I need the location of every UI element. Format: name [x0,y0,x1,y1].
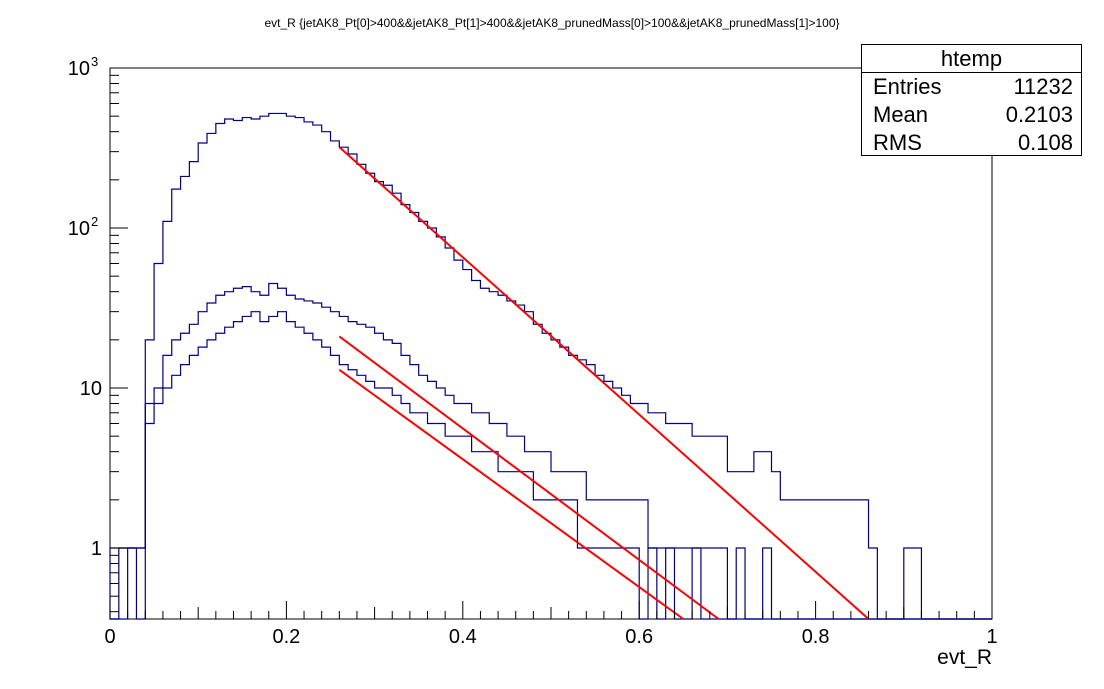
x-tick-label: 0.4 [449,626,477,648]
stats-label: Entries [873,74,942,99]
y-tick-label-exponent: 2 [91,214,98,229]
series-layer [109,112,992,620]
stats-value: 11232 [1013,74,1073,99]
x-tick-label: 0 [104,626,115,648]
chart-title: evt_R {jetAK8_Pt[0]>400&&jetAK8_Pt[1]>40… [264,16,839,30]
fit-line-5 [338,368,684,620]
stats-value: 0.108 [1017,130,1073,155]
histogram-series-0 [109,112,992,620]
stats-row-rms: RMS 0.108 [862,129,1081,157]
stats-row-entries: Entries 11232 [862,73,1081,101]
stats-title: htemp [862,45,1081,73]
stats-label: Mean [873,102,929,127]
y-tick-label: 10 [68,218,90,240]
stats-label: RMS [873,130,922,155]
plot-frame [109,67,993,620]
y-tick-label: 10 [68,58,90,80]
fit-line-3 [338,146,870,620]
y-tick-label-exponent: 3 [91,54,98,69]
stats-value: 0.2103 [1005,102,1073,127]
fit-line-4 [338,335,720,620]
x-tick-label: 1 [986,626,997,648]
x-tick-label: 0.8 [802,626,830,648]
y-tick-label: 1 [91,538,102,560]
x-tick-label: 0.2 [272,626,300,648]
y-tick-label: 10 [80,378,102,400]
stats-box: htemp Entries 11232 Mean 0.2103 RMS 0.10… [861,44,1082,156]
x-tick-label: 0.6 [625,626,653,648]
x-axis-label: evt_R [937,646,992,669]
stats-row-mean: Mean 0.2103 [862,101,1081,129]
